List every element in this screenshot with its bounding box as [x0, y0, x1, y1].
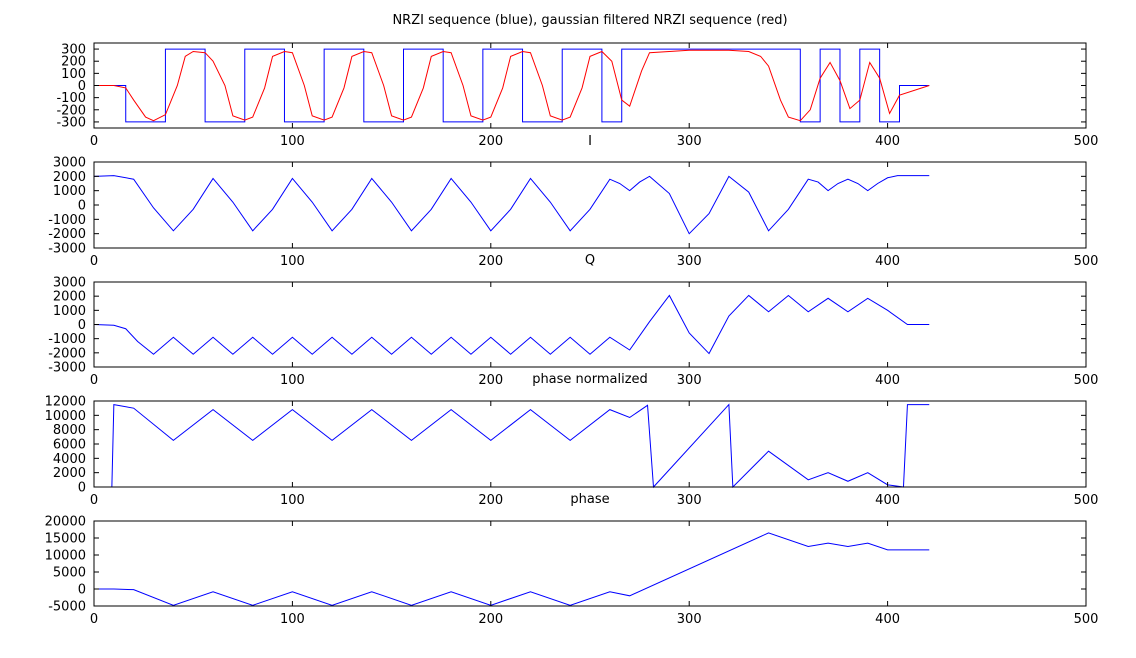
- chart-title: NRZI sequence (blue), gaussian filtered …: [392, 13, 787, 28]
- x-tick-label: 100: [280, 612, 305, 627]
- x-tick-label: 300: [677, 254, 702, 269]
- y-tick-label: 2000: [53, 466, 86, 481]
- series-line-1: [94, 403, 930, 489]
- x-tick-label: 0: [90, 254, 98, 269]
- y-tick-label: 20000: [45, 515, 86, 530]
- y-tick-label: 2000: [53, 170, 86, 185]
- y-tick-label: -3000: [48, 361, 86, 376]
- y-tick-label: 3000: [53, 156, 86, 171]
- y-tick-label: -200: [56, 103, 86, 118]
- y-tick-label: 0: [78, 318, 86, 333]
- series-line-1: [94, 532, 930, 606]
- chart-title: phase: [570, 492, 609, 507]
- y-tick-label: -1000: [48, 213, 86, 228]
- series-line-1: [93, 294, 930, 355]
- y-tick-label: 300: [61, 43, 86, 58]
- y-tick-label: -2000: [48, 346, 86, 361]
- x-tick-label: 100: [280, 373, 305, 388]
- y-tick-label: 0: [78, 199, 86, 214]
- y-tick-label: -3000: [48, 242, 86, 257]
- x-tick-label: 500: [1074, 134, 1099, 149]
- plot-frame: [93, 400, 1087, 488]
- y-tick-label: 12000: [45, 395, 86, 410]
- x-tick-label: 200: [478, 134, 503, 149]
- x-tick-label: 400: [875, 373, 900, 388]
- series-line-1: [94, 48, 930, 123]
- x-tick-label: 500: [1074, 254, 1099, 269]
- y-tick-label: 100: [61, 67, 86, 82]
- x-tick-label: 400: [875, 134, 900, 149]
- chart-title: Q: [585, 253, 595, 268]
- chart-panel-3: Q0 100 200 300 400 500-3000-2000-100001000200…: [48, 253, 1098, 388]
- y-tick-label: 200: [61, 55, 86, 70]
- x-tick-label: 500: [1074, 612, 1099, 627]
- x-tick-label: 400: [875, 612, 900, 627]
- y-tick-label: -300: [56, 115, 86, 130]
- series-line-2: [94, 49, 930, 122]
- x-tick-label: 100: [280, 254, 305, 269]
- x-tick-label: 400: [875, 254, 900, 269]
- y-tick-label: -100: [56, 91, 86, 106]
- x-tick-label: 200: [478, 254, 503, 269]
- y-tick-label: 4000: [53, 452, 86, 467]
- x-tick-label: 200: [478, 493, 503, 508]
- y-tick-label: 2000: [53, 290, 86, 305]
- x-tick-label: 400: [875, 493, 900, 508]
- x-tick-label: 300: [677, 612, 702, 627]
- y-tick-label: 10000: [45, 549, 86, 564]
- chart-title: phase normalized: [532, 372, 648, 387]
- plot-frame: [93, 42, 1087, 129]
- y-tick-label: 0: [78, 583, 86, 598]
- x-tick-label: 300: [677, 134, 702, 149]
- y-tick-label: 5000: [53, 566, 86, 581]
- y-tick-label: 6000: [53, 438, 86, 453]
- y-tick-label: 0: [78, 481, 86, 496]
- x-tick-label: 0: [90, 612, 98, 627]
- y-tick-label: 1000: [53, 184, 86, 199]
- x-tick-label: 300: [677, 493, 702, 508]
- x-tick-label: 0: [90, 134, 98, 149]
- y-tick-label: -5000: [48, 600, 86, 615]
- chart-title: I: [588, 134, 592, 149]
- x-tick-label: 0: [90, 493, 98, 508]
- plot-frame: [93, 520, 1087, 607]
- x-tick-label: 0: [90, 373, 98, 388]
- x-tick-label: 300: [677, 373, 702, 388]
- x-tick-label: 500: [1074, 373, 1099, 388]
- y-tick-label: -2000: [48, 227, 86, 242]
- x-tick-label: 100: [280, 134, 305, 149]
- y-tick-label: 10000: [45, 409, 86, 424]
- x-tick-label: 500: [1074, 493, 1099, 508]
- plot-frame: [93, 161, 1087, 249]
- y-tick-label: 3000: [53, 276, 86, 291]
- chart-panel-2: I0 100 200 300 400 500-3000-2000-100001000200…: [48, 134, 1098, 269]
- y-tick-label: -1000: [48, 332, 86, 347]
- y-tick-label: 8000: [53, 423, 86, 438]
- series-line-1: [93, 175, 930, 235]
- chart-panel-1: NRZI sequence (blue), gaussian filtered …: [56, 13, 1098, 149]
- y-tick-label: 1000: [53, 304, 86, 319]
- y-tick-label: 0: [78, 79, 86, 94]
- x-tick-label: 100: [280, 493, 305, 508]
- x-tick-label: 200: [478, 373, 503, 388]
- x-tick-label: 200: [478, 612, 503, 627]
- y-tick-label: 15000: [45, 532, 86, 547]
